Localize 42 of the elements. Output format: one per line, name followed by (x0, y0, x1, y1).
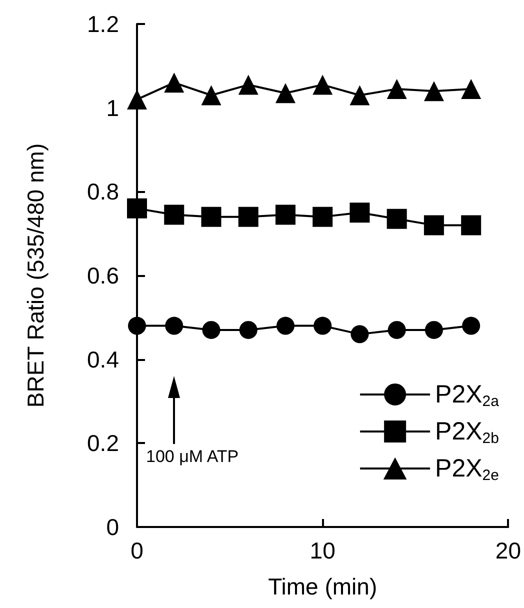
y-tick-label: 0 (106, 514, 119, 540)
point (386, 208, 407, 229)
point (424, 215, 444, 236)
y-tick-label: 1.2 (87, 11, 119, 37)
point (164, 72, 184, 93)
point (201, 206, 222, 227)
point (461, 215, 482, 236)
point (275, 204, 296, 225)
point (127, 198, 147, 218)
point (461, 78, 482, 99)
x-axis-title: Time (min) (268, 574, 378, 600)
point (276, 316, 294, 335)
x-tick-label: 0 (130, 538, 144, 564)
point (424, 81, 444, 102)
point (350, 325, 369, 344)
point (239, 320, 258, 339)
point (424, 320, 443, 339)
point (350, 85, 370, 106)
point (388, 320, 406, 339)
point (128, 316, 146, 335)
point (386, 78, 407, 99)
y-tick-label: 1 (106, 94, 119, 121)
point (312, 206, 333, 227)
y-tick-label: 0.4 (87, 346, 120, 372)
point (202, 320, 220, 339)
point (314, 316, 332, 335)
y-tick-label: 0.2 (87, 430, 119, 456)
y-tick-label: 0.8 (87, 178, 119, 205)
point (165, 316, 184, 335)
point (238, 74, 258, 95)
point (238, 206, 258, 227)
point (275, 83, 296, 104)
point (201, 85, 222, 106)
point (312, 74, 333, 95)
point (462, 316, 480, 335)
point (350, 202, 370, 223)
point (164, 204, 184, 225)
x-tick-label: 20 (495, 538, 522, 564)
x-tick-label: 10 (310, 538, 336, 564)
y-tick-label: 0.6 (87, 262, 119, 288)
annotation: 100 μM ATP (146, 447, 239, 467)
y-axis-title: BRET Ratio (535/480 nm) (22, 143, 48, 408)
